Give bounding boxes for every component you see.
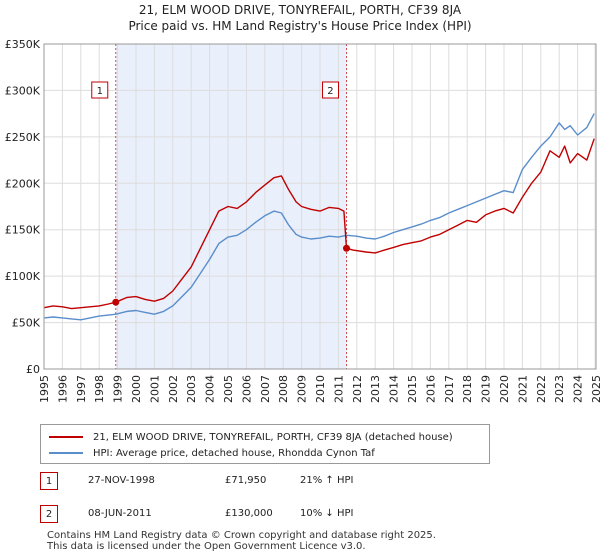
sale-marker-box xyxy=(321,81,339,99)
x-tick-label: 2010 xyxy=(314,375,327,403)
sale-hpi-change: 21% ↑ HPI xyxy=(300,475,354,486)
x-tick-label: 1997 xyxy=(75,375,88,403)
property-price-line xyxy=(43,138,595,310)
y-tick-label: £50K xyxy=(12,317,41,330)
x-tick-label: 1999 xyxy=(112,375,125,403)
x-tick-label: 2023 xyxy=(553,375,566,403)
legend-swatch-red xyxy=(49,436,83,438)
y-tick-label: £0 xyxy=(26,363,40,376)
plot-frame xyxy=(43,43,597,370)
forecast-hatch xyxy=(594,44,596,369)
x-tick-label: 2000 xyxy=(130,375,143,403)
x-tick-label: 2007 xyxy=(259,375,272,403)
x-tick-label: 2017 xyxy=(443,375,456,403)
x-tick-label: 1996 xyxy=(56,375,69,403)
x-tick-label: 2024 xyxy=(572,375,585,403)
x-tick-label: 2014 xyxy=(388,375,401,403)
x-tick-label: 2004 xyxy=(204,375,217,403)
legend-label-property: 21, ELM WOOD DRIVE, TONYREFAIL, PORTH, C… xyxy=(93,431,453,443)
y-tick-label: £250K xyxy=(5,131,41,144)
footer-line-2: This data is licensed under the Open Gov… xyxy=(47,541,366,552)
x-tick-label: 1998 xyxy=(93,375,106,403)
y-tick-label: £200K xyxy=(5,177,41,190)
sale-number-badge: 2 xyxy=(40,505,58,523)
hpi-line xyxy=(43,113,595,321)
y-tick-label: £350K xyxy=(5,38,41,51)
x-tick-label: 2021 xyxy=(516,375,529,403)
x-tick-label: 2011 xyxy=(332,375,345,403)
x-tick-label: 2019 xyxy=(480,375,493,403)
y-tick-label: £150K xyxy=(5,224,41,237)
x-tick-label: 2005 xyxy=(222,375,235,403)
footer-line-1: Contains HM Land Registry data © Crown c… xyxy=(47,530,436,541)
sale-marker-label: 1 xyxy=(97,86,103,97)
chart-title: 21, ELM WOOD DRIVE, TONYREFAIL, PORTH, C… xyxy=(139,3,462,17)
price-chart: 1 2 £0 £50K £100K £150K £200K £250K £300K £350K 1… xyxy=(5,3,600,403)
footer-attribution: Contains HM Land Registry data © Crown c… xyxy=(47,530,436,552)
x-tick-label: 2012 xyxy=(351,375,364,403)
sale-date: 08-JUN-2011 xyxy=(88,508,152,519)
sale-row: 2 08-JUN-2011 £130,000 10% ↓ HPI xyxy=(40,505,400,525)
x-tick-label: 2013 xyxy=(369,375,382,403)
sale-point xyxy=(112,298,120,306)
x-tick-label: 2002 xyxy=(167,375,180,403)
legend-swatch-blue xyxy=(49,452,83,454)
x-tick-label: 2022 xyxy=(535,375,548,403)
sale-point xyxy=(342,244,350,252)
sale-marker-label: 2 xyxy=(327,86,333,97)
chart-legend: 21, ELM WOOD DRIVE, TONYREFAIL, PORTH, C… xyxy=(40,424,490,464)
x-tick-label: 2015 xyxy=(406,375,419,403)
y-tick-label: £100K xyxy=(5,270,41,283)
x-tick-label: 1995 xyxy=(38,375,51,403)
chart-subtitle: Price paid vs. HM Land Registry's House … xyxy=(128,19,471,33)
sale-price: £71,950 xyxy=(225,475,267,486)
legend-item-property: 21, ELM WOOD DRIVE, TONYREFAIL, PORTH, C… xyxy=(49,429,453,445)
sale-price: £130,000 xyxy=(225,508,273,519)
x-tick-label: 2016 xyxy=(424,375,437,403)
x-tick-label: 2006 xyxy=(240,375,253,403)
x-tick-label: 2003 xyxy=(185,375,198,403)
legend-item-hpi: HPI: Average price, detached house, Rhon… xyxy=(49,445,375,461)
sale-hpi-change: 10% ↓ HPI xyxy=(300,508,354,519)
y-tick-label: £300K xyxy=(5,84,41,97)
sale-row: 1 27-NOV-1998 £71,950 21% ↑ HPI xyxy=(40,472,400,492)
sale-date: 27-NOV-1998 xyxy=(88,475,155,486)
sale-marker-box xyxy=(91,81,109,99)
x-tick-label: 2025 xyxy=(590,375,600,403)
x-tick-label: 2020 xyxy=(498,375,511,403)
x-tick-label: 2001 xyxy=(148,375,161,403)
x-tick-label: 2018 xyxy=(461,375,474,403)
x-tick-label: 2009 xyxy=(296,375,309,403)
sale-number-badge: 1 xyxy=(40,472,58,490)
x-tick-label: 2008 xyxy=(277,375,290,403)
legend-label-hpi: HPI: Average price, detached house, Rhon… xyxy=(93,447,375,459)
